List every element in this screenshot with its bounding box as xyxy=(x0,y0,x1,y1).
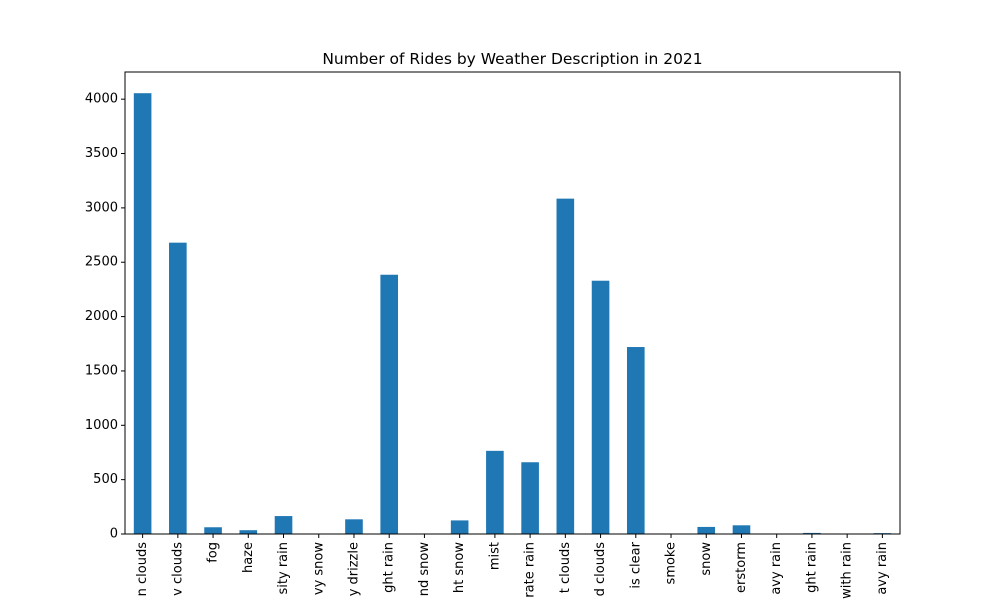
x-tick-label: smoke xyxy=(664,542,679,584)
bar-0 xyxy=(133,93,152,534)
x-tick-label: is clear xyxy=(628,541,643,588)
x-tick-label: snow xyxy=(699,542,714,576)
x-tick-label: ght rain xyxy=(804,542,819,593)
x-tick-label: vy snow xyxy=(311,542,326,595)
x-tick-label: nd snow xyxy=(417,542,432,597)
y-tick-label: 2000 xyxy=(85,309,118,324)
x-tick-label: y drizzle xyxy=(346,542,361,596)
bar-14 xyxy=(626,347,645,534)
x-tick-label: t clouds xyxy=(558,542,573,593)
y-tick-label: 500 xyxy=(93,472,118,487)
x-tick-label: v clouds xyxy=(170,542,185,596)
bar-6 xyxy=(345,519,363,534)
bar-10 xyxy=(486,450,504,534)
y-tick-label: 2500 xyxy=(85,255,118,270)
y-tick-label: 4000 xyxy=(85,92,118,107)
chart-title: Number of Rides by Weather Description i… xyxy=(322,50,702,68)
x-tick-label: d clouds xyxy=(593,542,608,597)
y-tick-label: 1000 xyxy=(85,418,118,433)
bar-2 xyxy=(204,527,222,534)
x-tick-label: mist xyxy=(487,542,502,570)
bar-3 xyxy=(239,530,258,534)
y-tick-label: 0 xyxy=(110,527,118,542)
x-tick-label: haze xyxy=(241,542,256,573)
bar-4 xyxy=(274,516,293,534)
y-axis: 0 500 1000 1500 2000 2500 3000 3500 4000 xyxy=(85,92,125,542)
y-tick-label: 3500 xyxy=(85,146,118,161)
x-tick-label: avy rain xyxy=(875,542,890,595)
bars-layer xyxy=(133,93,892,535)
x-tick-label: n clouds xyxy=(135,542,150,597)
bar-7 xyxy=(380,274,399,534)
bar-9 xyxy=(450,520,469,534)
bar-19 xyxy=(803,532,821,534)
x-tick-label: sity rain xyxy=(276,542,291,594)
plot-frame xyxy=(124,71,901,535)
y-tick-label: 3000 xyxy=(85,200,118,215)
bar-1 xyxy=(169,242,187,535)
x-tick-label: erstorm xyxy=(734,542,749,593)
x-tick-label: ht snow xyxy=(452,542,467,593)
y-tick-label: 1500 xyxy=(85,363,118,378)
x-tick-label: rate rain xyxy=(523,542,538,598)
x-axis: n clouds v clouds fog haze sity rain vy snow y… xyxy=(135,534,890,599)
bar-16 xyxy=(697,526,716,534)
bar-17 xyxy=(732,525,751,534)
bar-13 xyxy=(591,280,610,534)
x-tick-label: ght rain xyxy=(382,542,397,593)
x-tick-label: with rain xyxy=(840,542,855,599)
bar-11 xyxy=(521,462,539,534)
x-tick-label: avy rain xyxy=(769,542,784,595)
x-tick-label: fog xyxy=(206,542,221,563)
bar-12 xyxy=(556,198,575,534)
